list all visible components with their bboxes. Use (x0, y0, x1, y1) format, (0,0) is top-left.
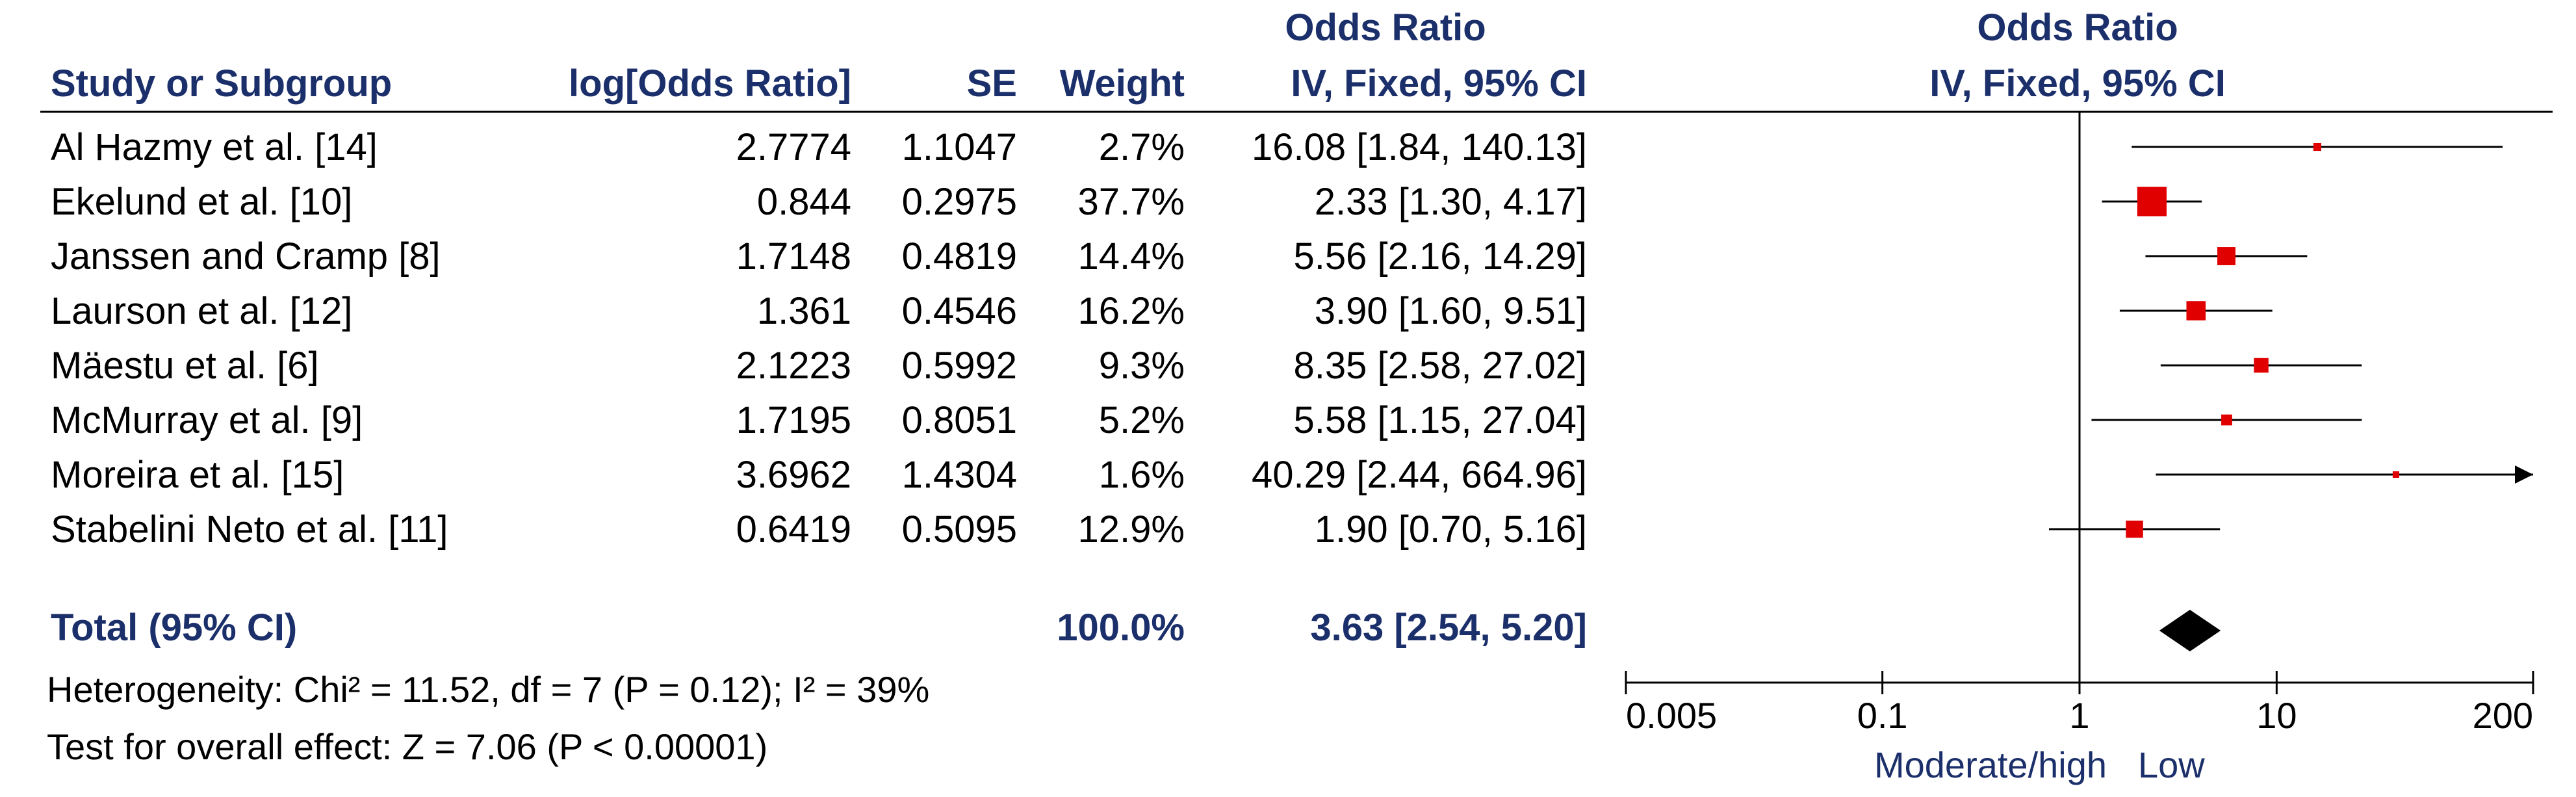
study-row: Stabelini Neto et al. [11] 0.6419 0.5095 12… (51, 508, 1587, 551)
study-name: Ekelund et al. [10] (51, 181, 352, 223)
point-estimate (2313, 142, 2321, 151)
study-row: Laurson et al. [12] 1.361 0.4546 16.2% 3.90 … (51, 290, 1587, 332)
ci-arrow (2515, 465, 2533, 484)
study-ci: 2.33 [1.30, 4.17] (1315, 181, 1587, 223)
total-label: Total (95% CI) (51, 607, 297, 649)
study-ci: 40.29 [2.44, 664.96] (1252, 454, 1587, 496)
study-weight: 1.6% (1099, 454, 1185, 496)
study-ci: 16.08 [1.84, 140.13] (1252, 126, 1587, 168)
point-estimate (2392, 471, 2399, 478)
study-se: 0.8051 (902, 399, 1017, 441)
header-logor: log[Odds Ratio] (569, 62, 851, 105)
study-weight: 14.4% (1078, 235, 1185, 278)
study-weight: 5.2% (1099, 399, 1185, 441)
header-plot-method: IV, Fixed, 95% CI (1929, 62, 2226, 105)
study-name: Laurson et al. [12] (51, 290, 352, 332)
study-se: 0.5992 (902, 345, 1017, 387)
point-estimate (2137, 187, 2167, 216)
study-name: Mäestu et al. [6] (51, 345, 319, 387)
study-weight: 2.7% (1099, 126, 1185, 168)
favours-left-label: Moderate/high (1874, 744, 2107, 785)
study-row: Moreira et al. [15] 3.6962 1.4304 1.6% 40.29… (51, 454, 1587, 496)
point-estimate (2217, 247, 2235, 265)
study-logor: 1.7148 (736, 235, 851, 278)
study-weight: 12.9% (1078, 508, 1185, 551)
study-row: Al Hazmy et al. [14] 2.7774 1.1047 2.7% 16.0… (51, 126, 1587, 168)
study-weight: 9.3% (1099, 345, 1185, 387)
study-name: McMurray et al. [9] (51, 399, 363, 441)
study-logor: 1.7195 (736, 399, 851, 441)
study-weight: 37.7% (1078, 181, 1185, 223)
point-estimate (2186, 301, 2206, 320)
x-axis: 0.005 0.1 1 10 200 (1625, 671, 2534, 736)
study-logor: 2.1223 (736, 345, 851, 387)
study-name: Stabelini Neto et al. [11] (51, 508, 448, 551)
tick-label: 10 (2256, 695, 2297, 736)
study-row: Mäestu et al. [6] 2.1223 0.5992 9.3% 8.35 [2… (51, 345, 1587, 387)
study-logor: 1.361 (757, 290, 851, 332)
study-ci: 8.35 [2.58, 27.02] (1294, 345, 1587, 387)
study-se: 0.4546 (902, 290, 1017, 332)
study-row: Janssen and Cramp [8] 1.7148 0.4819 14.4% 5.… (51, 235, 1587, 278)
study-logor: 2.7774 (736, 126, 851, 168)
study-ci: 5.58 [1.15, 27.04] (1294, 399, 1587, 441)
study-logor: 3.6962 (736, 454, 851, 496)
tick-label: 0.1 (1857, 695, 1908, 736)
favours-right-label: Low (2138, 744, 2205, 785)
study-name: Janssen and Cramp [8] (51, 235, 441, 278)
study-rows: Al Hazmy et al. [14] 2.7774 1.1047 2.7% 16.0… (51, 126, 1587, 551)
study-se: 1.4304 (902, 454, 1017, 496)
study-logor: 0.844 (757, 181, 851, 223)
study-row: McMurray et al. [9] 1.7195 0.8051 5.2% 5.58 … (51, 399, 1587, 441)
total-weight: 100.0% (1057, 607, 1185, 649)
header-se: SE (967, 62, 1017, 105)
tick-label: 1 (2069, 695, 2089, 736)
total-ci: 3.63 [2.54, 5.20] (1310, 607, 1587, 649)
header-study: Study or Subgroup (51, 62, 392, 105)
study-se: 1.1047 (902, 126, 1017, 168)
tick-label: 200 (2473, 695, 2533, 736)
study-weight: 16.2% (1078, 290, 1185, 332)
point-estimate (2221, 414, 2232, 426)
header-or-title: Odds Ratio (1285, 7, 1486, 49)
tick-label: 0.005 (1626, 695, 1717, 736)
study-logor: 0.6419 (736, 508, 851, 551)
total-diamond (2159, 610, 2221, 651)
study-name: Moreira et al. [15] (51, 454, 344, 496)
overall-effect-note: Test for overall effect: Z = 7.06 (P < 0… (47, 726, 767, 767)
header-plot-title: Odds Ratio (1977, 7, 2178, 49)
plot-marks (2049, 112, 2533, 683)
header-weight: Weight (1060, 62, 1185, 105)
point-estimate (2254, 358, 2269, 373)
study-se: 0.4819 (902, 235, 1017, 278)
study-row: Ekelund et al. [10] 0.844 0.2975 37.7% 2.33 … (51, 181, 1587, 223)
heterogeneity-note: Heterogeneity: Chi² = 11.52, df = 7 (P =… (47, 669, 929, 710)
header-or-method: IV, Fixed, 95% CI (1291, 62, 1587, 105)
study-se: 0.2975 (902, 181, 1017, 223)
study-se: 0.5095 (902, 508, 1017, 551)
study-ci: 5.56 [2.16, 14.29] (1294, 235, 1587, 278)
point-estimate (2126, 520, 2143, 538)
study-ci: 3.90 [1.60, 9.51] (1315, 290, 1587, 332)
study-ci: 1.90 [0.70, 5.16] (1315, 508, 1587, 551)
study-name: Al Hazmy et al. [14] (51, 126, 378, 168)
